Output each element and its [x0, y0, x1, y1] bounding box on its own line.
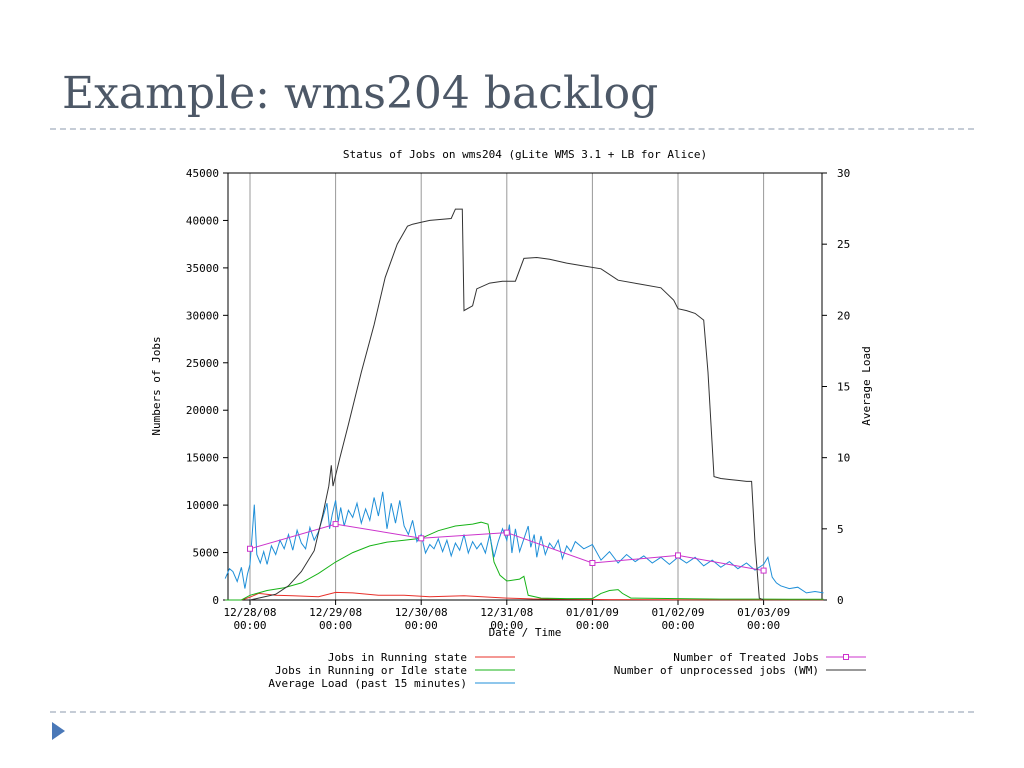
- data-point-marker: [675, 552, 681, 559]
- x-tick-label: 12/28/08: [224, 606, 277, 619]
- x-tick-label: 00:00: [233, 619, 266, 632]
- x-tick-label: 00:00: [490, 619, 523, 632]
- y-tick-label: 5000: [193, 547, 220, 560]
- x-tick-label: 01/01/09: [566, 606, 619, 619]
- x-tick-label: 01/02/09: [652, 606, 705, 619]
- y-tick-label: 25000: [186, 357, 219, 370]
- x-tick-label: 12/30/08: [395, 606, 448, 619]
- y2-tick-label: 25: [837, 238, 850, 251]
- legend-label: Number of unprocessed jobs (WM): [614, 664, 819, 677]
- series-line-jobs-in-running-or-idle-state: [225, 521, 824, 601]
- x-tick-label: 12/29/08: [309, 606, 362, 619]
- title-divider: [50, 128, 974, 130]
- y-axis-label: Numbers of Jobs: [150, 336, 163, 435]
- y2-tick-label: 10: [837, 452, 850, 465]
- data-point-marker: [332, 521, 339, 528]
- x-tick-label: 00:00: [405, 619, 438, 632]
- y-tick-label: 0: [212, 594, 219, 607]
- y-tick-label: 10000: [186, 499, 219, 512]
- y-tick-label: 40000: [186, 214, 219, 227]
- data-point-marker: [247, 545, 253, 552]
- legend-label: Jobs in Running state: [328, 651, 467, 664]
- legend-label: Average Load (past 15 minutes): [268, 677, 467, 690]
- x-tick-label: 12/31/08: [480, 606, 533, 619]
- data-point-marker: [589, 559, 596, 566]
- x-tick-label: 00:00: [747, 619, 780, 632]
- data-point-marker: [760, 567, 767, 574]
- y-tick-label: 15000: [186, 452, 219, 465]
- y-tick-label: 35000: [186, 262, 219, 275]
- y2-tick-label: 30: [837, 167, 850, 180]
- y-tick-label: 20000: [186, 404, 219, 417]
- y2-tick-label: 15: [837, 381, 850, 394]
- x-tick-label: 00:00: [319, 619, 352, 632]
- y2-tick-label: 20: [837, 309, 850, 322]
- y2-tick-label: 5: [837, 523, 844, 536]
- y-tick-label: 30000: [186, 309, 219, 322]
- footer-divider: [50, 711, 974, 713]
- legend-marker: [843, 654, 849, 660]
- y-tick-label: 45000: [186, 167, 219, 180]
- series-line-number-of-unprocessed-jobs-wm: [249, 208, 764, 601]
- x-tick-label: 01/03/09: [737, 606, 790, 619]
- y2-tick-label: 0: [837, 594, 844, 607]
- series-line-average-load-past-15-minutes: [224, 491, 824, 594]
- series-line-jobs-in-running-state: [225, 591, 824, 601]
- chart-title: Status of Jobs on wms204 (gLite WMS 3.1 …: [343, 148, 707, 161]
- slide-title: Example: wms204 backlog: [62, 68, 659, 119]
- legend-label: Number of Treated Jobs: [673, 651, 819, 664]
- x-axis-label: Date / Time: [489, 626, 562, 639]
- y2-axis-label: Average Load: [860, 346, 873, 425]
- data-point-marker: [503, 529, 510, 536]
- data-point-marker: [418, 535, 425, 542]
- bullet-arrow-icon: [52, 722, 65, 740]
- legend-label: Jobs in Running or Idle state: [275, 664, 467, 677]
- x-tick-label: 00:00: [576, 619, 609, 632]
- x-tick-label: 00:00: [661, 619, 694, 632]
